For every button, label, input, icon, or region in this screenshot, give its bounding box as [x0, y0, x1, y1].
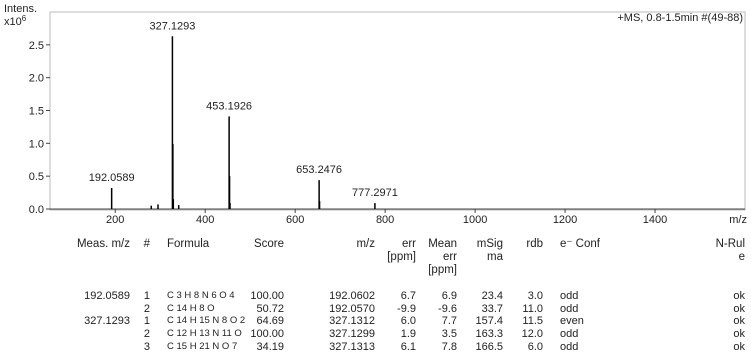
chart: Intens. x106 +MS, 0.8-1.5min #(49-88) m/…: [4, 3, 747, 226]
table-cell: ok: [733, 290, 745, 302]
table-cell: 327.1299: [329, 328, 375, 341]
y-tick-label: 2.0: [29, 73, 44, 85]
table-cell: 2: [143, 328, 150, 341]
table-cell: 12.0: [521, 328, 543, 341]
table-cell: 327.1313: [329, 340, 375, 353]
column-header: Meas. m/z: [76, 238, 130, 250]
column-header: #: [143, 238, 150, 250]
table-cell: 6.0: [527, 340, 543, 353]
column-header: Mean err [ppm]: [428, 238, 457, 276]
peak-label: 453.1926: [206, 100, 252, 112]
column-header: err [ppm]: [387, 238, 416, 263]
table-cell: 1: [143, 290, 150, 302]
peak-label: 192.0589: [89, 172, 135, 184]
peak-label: 777.2971: [352, 187, 398, 199]
table-cell: C 3 H 8 N 6 O 4: [167, 290, 235, 301]
column-header: e⁻ Conf: [560, 238, 600, 250]
x-tick-label: 1200: [553, 214, 577, 226]
x-tick-label: 800: [376, 214, 394, 226]
x-tick-label: 200: [106, 214, 124, 226]
table-cell: 6.0: [400, 315, 416, 328]
column-header: Score: [253, 238, 284, 250]
table-cell: 7.8: [441, 340, 457, 353]
x-tick-label: 400: [196, 214, 214, 226]
table-cell: 192.0570: [329, 302, 375, 315]
table-cell: 2: [143, 302, 150, 315]
y-scale-base: x10: [4, 16, 22, 28]
table-cell: odd: [560, 328, 579, 341]
column-header: Formula: [167, 238, 210, 250]
table-cell: -9.9: [397, 302, 416, 315]
table-cell: 64.69: [256, 315, 284, 328]
column-header: N-Rule: [715, 238, 745, 263]
table-cell: 23.4: [481, 290, 503, 302]
table-cell: 192.0589: [84, 290, 130, 302]
table-cell: 3.0: [527, 290, 543, 302]
table-cell: ok: [733, 315, 745, 328]
table-cell: 3.5: [441, 328, 457, 341]
table-cell: 192.0602: [329, 290, 375, 302]
table-cell: even: [560, 315, 584, 328]
table-cell: 163.3: [475, 328, 503, 341]
table-cell: ok: [733, 328, 745, 341]
x-axis-label: m/z: [729, 214, 747, 226]
table-cell: odd: [560, 340, 579, 353]
peak-label: 327.1293: [149, 20, 195, 32]
plot-frame: [49, 11, 746, 211]
y-tick-label: 2.5: [29, 40, 44, 52]
column-header: m/z: [356, 238, 375, 250]
table-cell: 6.7: [400, 290, 416, 302]
table-cell: C 15 H 21 N O 7: [167, 340, 238, 352]
table-cell: 50.72: [256, 302, 284, 315]
table-cell: 11.0: [522, 302, 543, 315]
table-cell: 157.4: [475, 315, 503, 328]
table-cell: 6.1: [400, 340, 416, 353]
table-cell: 11.5: [522, 315, 543, 328]
table-cell: C 14 H 8 O: [167, 302, 215, 314]
x-tick-label: 1000: [463, 214, 487, 226]
table-cell: 327.1312: [329, 315, 375, 328]
table-cell: odd: [560, 290, 579, 302]
table-cell: 3: [143, 340, 150, 353]
x-tick-label: 600: [286, 214, 304, 226]
peak-label: 653.2476: [296, 164, 342, 176]
y-axis-scale: x106: [4, 14, 27, 28]
y-tick-label: 1.0: [29, 138, 44, 150]
table-cell: ok: [733, 302, 745, 315]
y-scale-exponent: 6: [22, 14, 27, 23]
table-cell: C 12 H 13 N 11 O: [167, 328, 242, 340]
table-cell: 100.00: [250, 328, 284, 341]
column-header: mSigma: [476, 238, 503, 263]
table-cell: 1: [143, 315, 150, 328]
table-cell: 100.00: [250, 290, 284, 302]
y-tick-label: 0.5: [29, 171, 44, 183]
table-cell: -9.6: [438, 302, 457, 315]
spectrum-info: +MS, 0.8-1.5min #(49-88): [617, 12, 743, 24]
table-cell: odd: [560, 302, 579, 315]
table-cell: 1.9: [400, 328, 416, 341]
y-tick-label: 1.5: [29, 106, 44, 118]
table-cell: 6.9: [441, 290, 457, 302]
table-cell: 166.5: [475, 340, 503, 353]
table-cell: C 14 H 15 N 8 O 2: [167, 315, 246, 327]
table-cell: 34.19: [256, 340, 284, 353]
table-cell: 33.7: [481, 302, 503, 315]
column-header: rdb: [526, 238, 543, 250]
table-cell: 7.7: [441, 315, 457, 328]
table-cell: ok: [733, 340, 745, 353]
table-cell: 327.1293: [84, 315, 130, 328]
y-axis-label: Intens.: [4, 3, 37, 15]
y-tick-label: 0.0: [29, 204, 44, 216]
x-tick-label: 1400: [643, 214, 667, 226]
